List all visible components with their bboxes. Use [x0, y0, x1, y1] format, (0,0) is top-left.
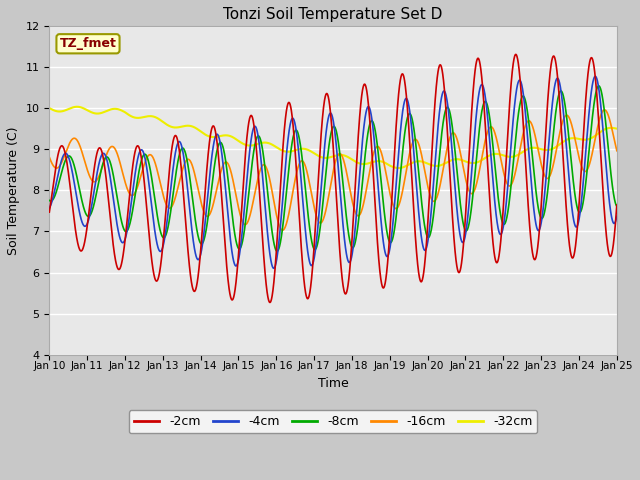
- X-axis label: Time: Time: [317, 377, 348, 390]
- Legend: -2cm, -4cm, -8cm, -16cm, -32cm: -2cm, -4cm, -8cm, -16cm, -32cm: [129, 410, 537, 433]
- Y-axis label: Soil Temperature (C): Soil Temperature (C): [7, 126, 20, 254]
- Title: Tonzi Soil Temperature Set D: Tonzi Soil Temperature Set D: [223, 7, 443, 22]
- Text: TZ_fmet: TZ_fmet: [60, 37, 116, 50]
